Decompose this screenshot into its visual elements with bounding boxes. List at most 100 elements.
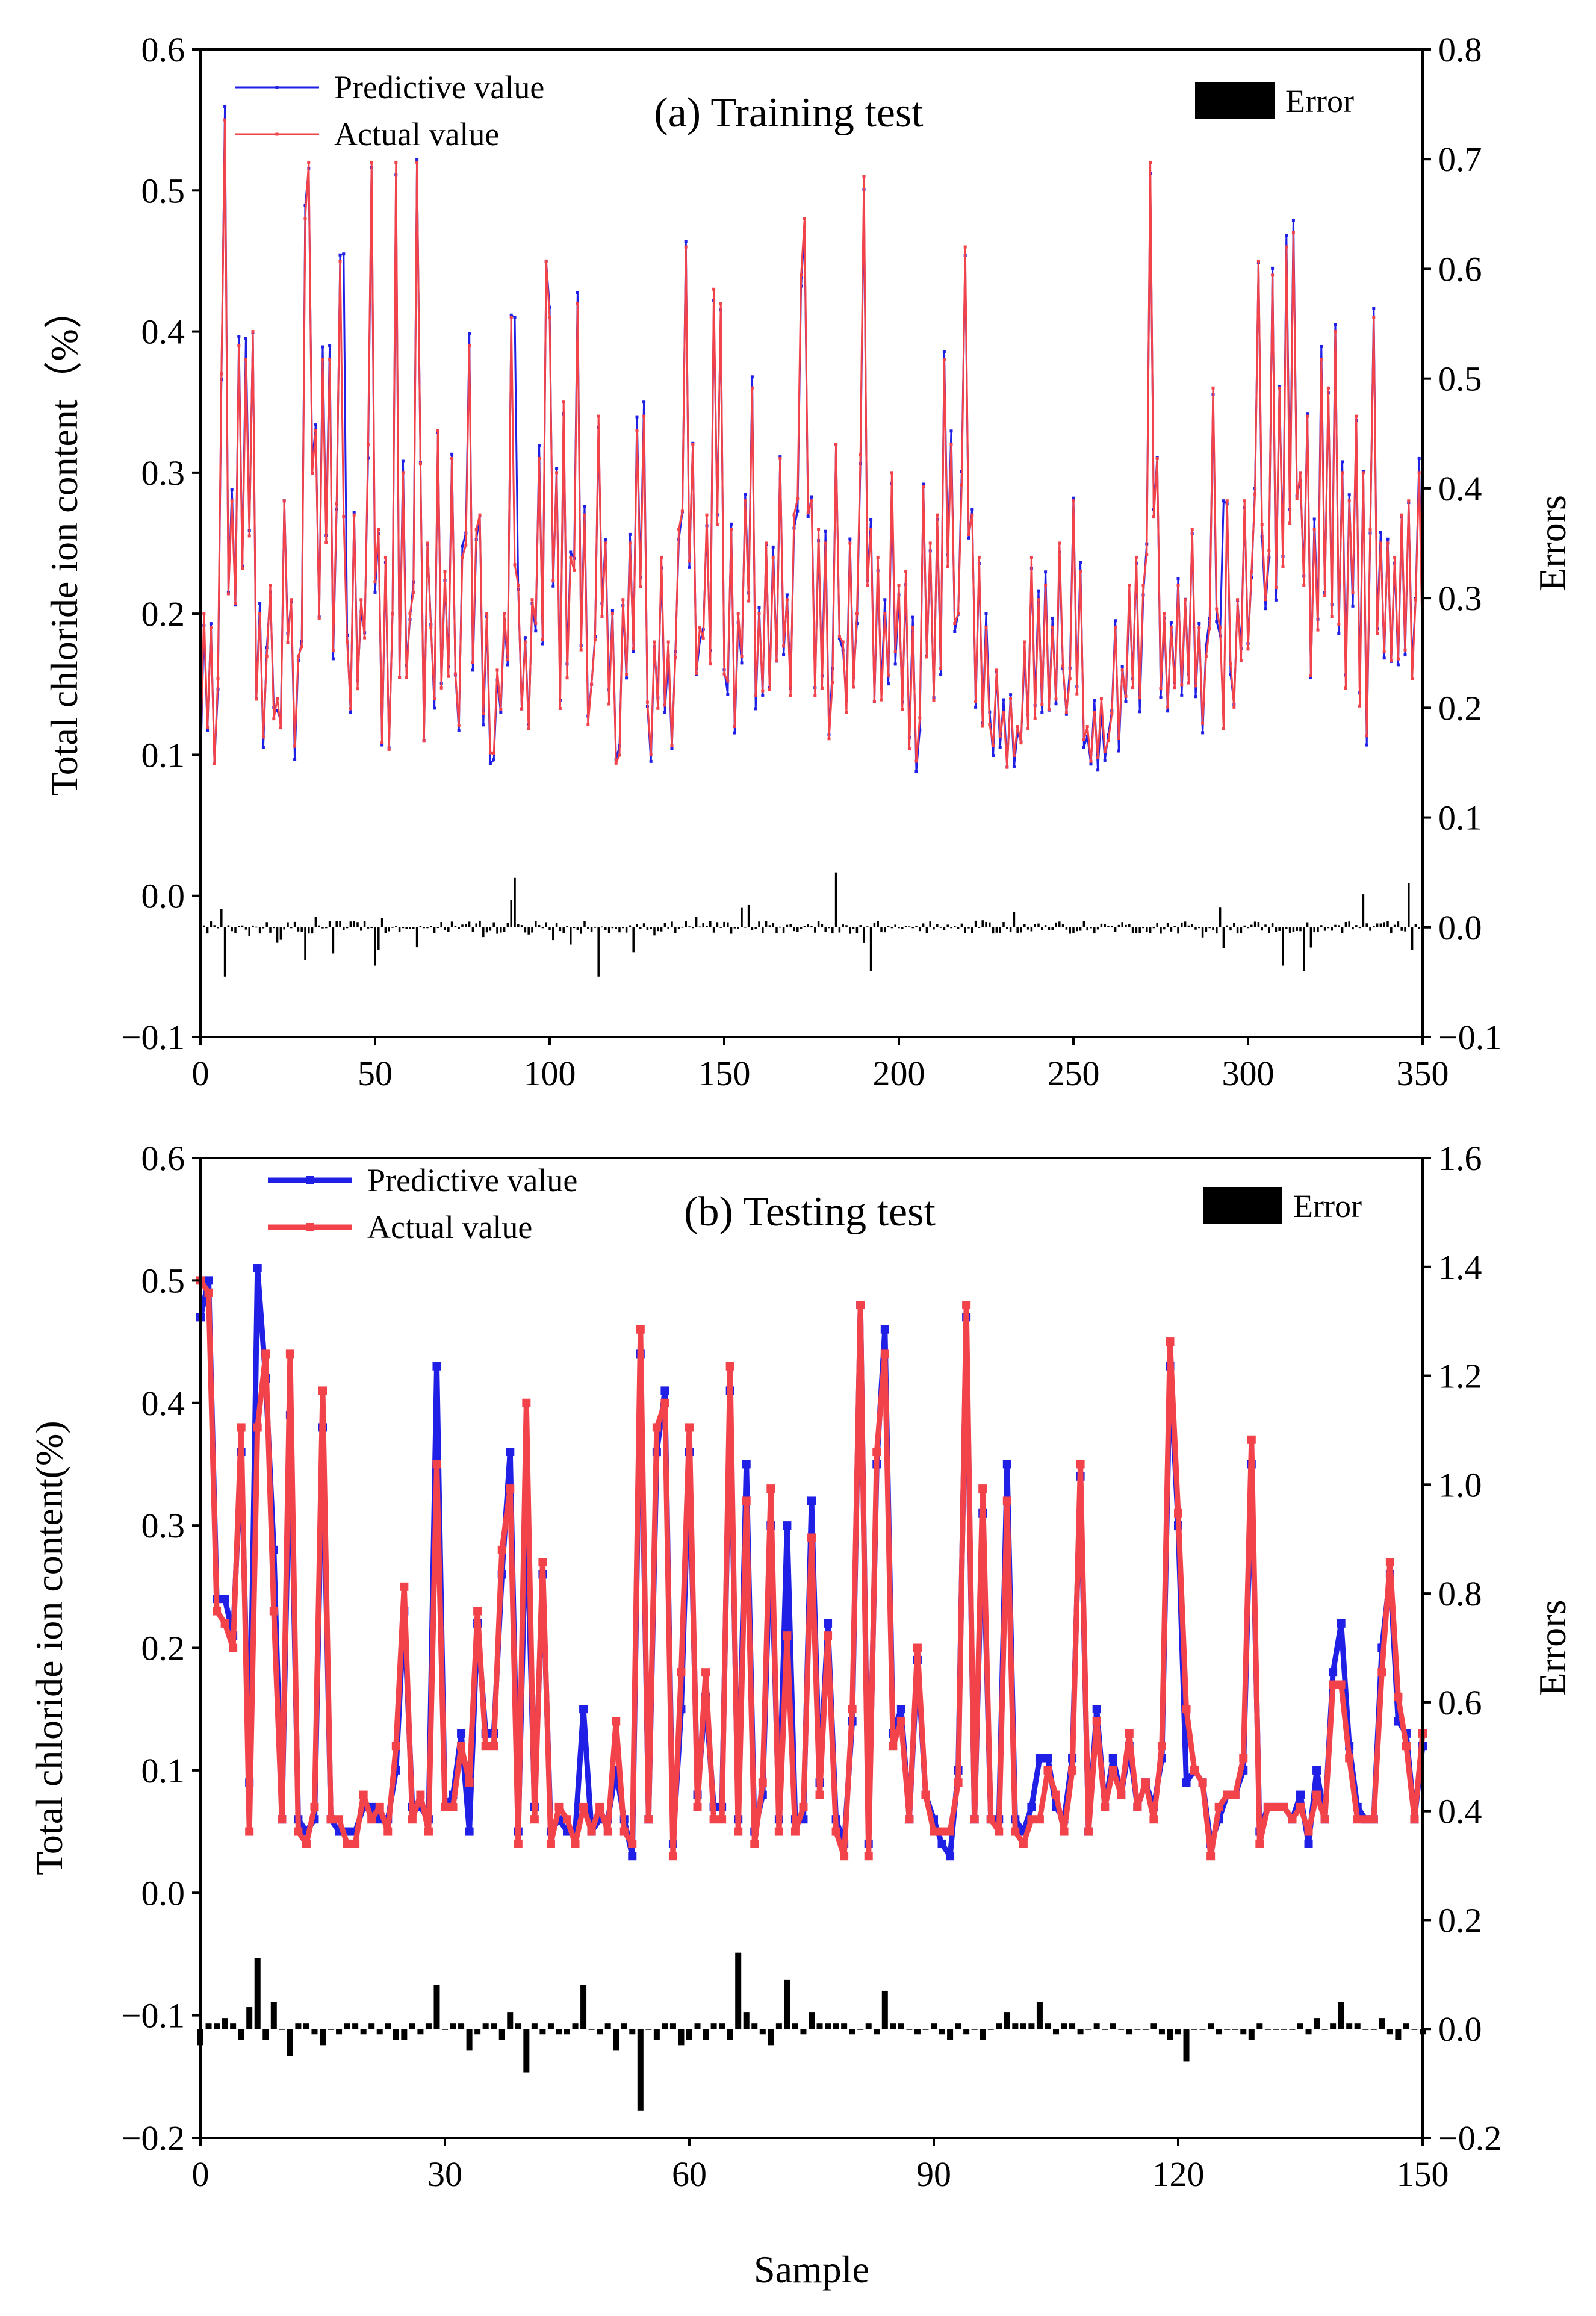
actual-point <box>1145 553 1149 556</box>
predicted-point <box>253 1264 262 1273</box>
y2-tick-label: 1.2 <box>1438 1357 1482 1396</box>
error-bar <box>954 926 956 927</box>
actual-point <box>338 259 342 263</box>
actual-point <box>1103 750 1107 753</box>
actual-point <box>1037 598 1040 602</box>
y-tick-label: 0.1 <box>141 1751 185 1790</box>
actual-point <box>1232 705 1236 709</box>
error-bar <box>205 2023 212 2029</box>
error-bar <box>1061 924 1064 927</box>
error-bar <box>1222 927 1225 948</box>
error-bar <box>328 921 331 927</box>
y-tick-label: 0.4 <box>141 1384 185 1423</box>
actual-point <box>827 737 831 741</box>
error-bar <box>1198 927 1200 929</box>
error-bar <box>674 927 677 933</box>
error-bar <box>1330 2023 1337 2029</box>
predicted-point <box>1386 537 1390 541</box>
actual-point <box>740 655 744 658</box>
predicted-point <box>610 609 614 612</box>
error-bar <box>963 2029 970 2035</box>
error-bar <box>1386 921 1389 927</box>
predicted-point <box>499 711 503 714</box>
error-bar <box>735 1952 742 2029</box>
error-bar <box>765 921 768 927</box>
error-bar <box>1216 2029 1222 2035</box>
actual-point <box>970 513 974 517</box>
error-bar <box>1305 2029 1312 2035</box>
error-bar <box>1383 922 1385 927</box>
error-bar <box>380 917 383 927</box>
error-bar <box>611 927 614 929</box>
error-bar <box>660 927 663 932</box>
actual-point <box>412 591 415 594</box>
error-bar <box>287 922 289 927</box>
error-bar <box>1090 927 1092 929</box>
error-bar <box>223 927 226 977</box>
actual-point <box>1149 160 1152 164</box>
actual-point <box>534 621 538 625</box>
actual-point <box>803 217 806 220</box>
actual-point <box>473 1607 482 1616</box>
error-bar <box>1376 923 1379 927</box>
actual-point <box>1211 386 1215 390</box>
error-bar <box>498 2029 505 2040</box>
predicted-point <box>1012 765 1016 768</box>
error-bar <box>1051 927 1054 930</box>
predicted-point <box>1222 499 1225 503</box>
actual-point <box>237 344 241 347</box>
predicted-point <box>1334 323 1337 326</box>
panel-a-training: 0 50 100 150 200 250 300 350−0.10.00.10.20.30.4… <box>43 30 1574 1093</box>
predicted-point <box>1312 1766 1321 1775</box>
actual-point <box>1159 687 1163 691</box>
actual-point <box>1075 692 1079 696</box>
actual-point <box>774 1827 783 1836</box>
predicted-point <box>1096 768 1100 772</box>
error-bar <box>639 927 642 929</box>
error-bar <box>425 2023 432 2029</box>
actual-point <box>449 1802 458 1811</box>
error-bar <box>1138 927 1141 933</box>
actual-point <box>468 344 471 347</box>
error-bar <box>433 927 436 933</box>
actual-point <box>1222 727 1225 730</box>
error-bar <box>1229 927 1232 931</box>
actual-point <box>1169 626 1173 630</box>
predicted-point <box>778 455 782 459</box>
error-bar <box>241 925 244 927</box>
error-bar <box>531 2023 538 2029</box>
error-bar <box>265 922 268 927</box>
actual-point <box>872 1448 881 1457</box>
error-bar <box>349 921 352 927</box>
actual-point <box>485 612 489 615</box>
actual-point <box>300 645 303 649</box>
error-bar <box>1369 927 1371 931</box>
error-bar <box>1096 927 1099 930</box>
actual-point <box>925 655 928 659</box>
actual-point <box>1281 565 1285 568</box>
actual-point <box>855 612 859 615</box>
actual-point <box>1316 628 1320 632</box>
actual-point <box>942 358 946 361</box>
actual-point <box>677 528 681 531</box>
actual-point <box>269 1607 278 1616</box>
error-bar <box>881 1990 888 2029</box>
actual-point <box>998 735 1002 738</box>
error-bar <box>863 927 865 943</box>
predicted-point <box>896 1705 905 1714</box>
actual-point <box>628 541 632 545</box>
predicted-point <box>450 452 454 456</box>
actual-point <box>1084 1827 1093 1836</box>
actual-point <box>1016 725 1019 729</box>
actual-point <box>1326 386 1330 390</box>
actual-point <box>548 316 551 319</box>
predicted-point <box>1043 1754 1052 1763</box>
error-bar <box>681 927 684 928</box>
actual-point <box>824 1631 833 1640</box>
y2-tick-label: 1.0 <box>1438 1465 1482 1504</box>
error-bar <box>335 921 338 927</box>
error-bar <box>304 927 306 960</box>
actual-point <box>750 386 754 390</box>
y-tick-label: 0.1 <box>141 735 185 774</box>
predicted-point <box>206 729 210 732</box>
